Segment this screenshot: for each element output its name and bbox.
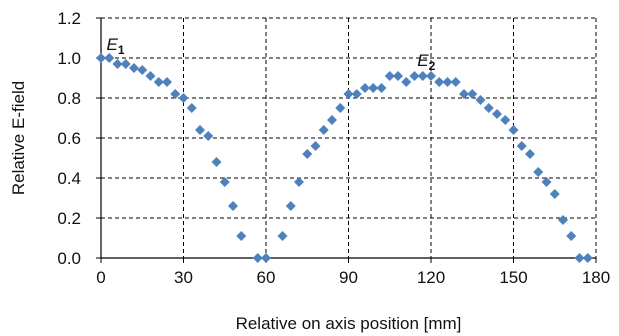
- data-point: [442, 77, 453, 87]
- y-tick-labels: 0.0 0.2 0.4 0.6 0.8 1.0 1.2: [57, 9, 81, 268]
- data-point: [508, 125, 519, 135]
- data-point: [261, 253, 271, 263]
- data-point: [137, 65, 148, 75]
- y-tick-label: 0.6: [57, 129, 81, 148]
- data-point: [541, 177, 552, 187]
- x-tick-label: 90: [339, 268, 358, 287]
- data-point: [170, 89, 181, 99]
- data-point: [96, 53, 106, 63]
- data-point: [145, 71, 156, 81]
- data-point: [384, 71, 395, 81]
- y-tick-label: 0.0: [57, 249, 81, 268]
- data-point: [483, 103, 494, 113]
- data-point: [343, 89, 354, 99]
- data-point: [294, 177, 304, 187]
- data-point: [186, 103, 197, 113]
- x-tick-label: 150: [499, 268, 527, 287]
- data-point: [129, 63, 139, 73]
- data-point: [368, 83, 379, 93]
- data-point: [120, 59, 131, 69]
- data-point: [153, 77, 164, 87]
- data-point: [393, 71, 403, 81]
- x-tick-labels: 0 30 60 90 120 150 180: [96, 268, 610, 287]
- data-point: [112, 59, 123, 69]
- data-point: [310, 141, 321, 151]
- data-point: [236, 231, 247, 241]
- grid-lines: [101, 17, 597, 258]
- data-point: [203, 131, 214, 141]
- y-axis-title: Relative E-field: [9, 81, 28, 195]
- data-point: [195, 125, 205, 135]
- axes: [96, 17, 597, 263]
- data-point: [582, 253, 593, 263]
- data-point: [285, 201, 296, 211]
- x-axis-title: Relative on axis position [mm]: [236, 314, 462, 333]
- y-tick-label: 0.2: [57, 209, 81, 228]
- data-point: [277, 231, 288, 241]
- x-tick-label: 180: [582, 268, 610, 287]
- y-tick-label: 0.8: [57, 89, 81, 108]
- data-point: [516, 141, 527, 151]
- point-annotation: E1: [107, 35, 125, 57]
- data-point: [351, 89, 362, 99]
- data-point: [475, 95, 486, 105]
- data-point: [549, 189, 560, 199]
- x-tick-label: 0: [96, 268, 105, 287]
- data-point: [252, 253, 263, 263]
- data-point: [318, 125, 329, 135]
- data-point: [492, 109, 502, 119]
- data-point: [500, 115, 511, 125]
- data-point: [360, 83, 370, 93]
- annotations: E1 E2: [107, 35, 436, 73]
- data-point: [401, 77, 412, 87]
- data-point: [533, 167, 544, 177]
- data-point: [178, 93, 189, 103]
- y-tick-label: 1.0: [57, 49, 81, 68]
- data-point: [302, 149, 313, 159]
- data-point: [211, 157, 222, 167]
- data-point: [162, 77, 172, 87]
- data-points: [96, 53, 593, 263]
- data-point: [558, 215, 568, 225]
- data-point: [409, 71, 420, 81]
- data-point: [525, 149, 535, 159]
- data-point: [426, 71, 436, 81]
- data-point: [434, 77, 445, 87]
- data-point: [450, 77, 461, 87]
- y-tick-label: 1.2: [57, 9, 81, 28]
- x-tick-label: 120: [417, 268, 445, 287]
- data-point: [219, 177, 230, 187]
- point-annotation: E2: [417, 51, 435, 73]
- data-point: [327, 115, 337, 125]
- data-point: [459, 89, 469, 99]
- x-tick-label: 30: [174, 268, 193, 287]
- x-tick-label: 60: [257, 268, 276, 287]
- data-point: [335, 103, 346, 113]
- data-point: [228, 201, 238, 211]
- data-point: [104, 53, 115, 63]
- data-point: [467, 89, 478, 99]
- data-point: [417, 71, 428, 81]
- data-point: [574, 253, 585, 263]
- y-tick-label: 0.4: [57, 169, 81, 188]
- data-point: [376, 83, 387, 93]
- data-point: [566, 231, 577, 241]
